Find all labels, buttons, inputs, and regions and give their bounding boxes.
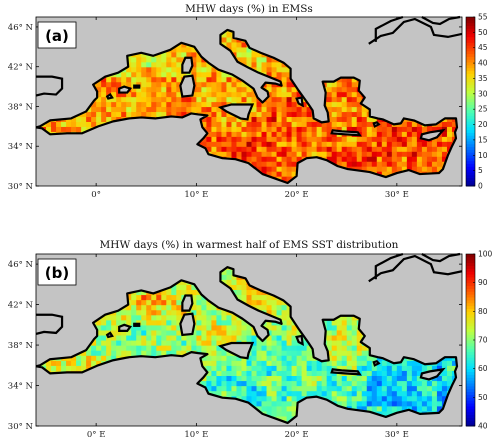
colorbar-tick-label: 50 bbox=[478, 28, 488, 37]
x-ticks-b: 0° E 10° E 20° E 30° E bbox=[87, 254, 409, 440]
x-tick-label: 30° E bbox=[385, 430, 409, 440]
coastline bbox=[36, 28, 459, 185]
colorbar-tick-label: 90 bbox=[478, 278, 488, 287]
island-coast bbox=[217, 103, 255, 121]
island-coast bbox=[179, 312, 196, 337]
y-tick-label: 34° N bbox=[8, 142, 34, 152]
y-tick-label: 46° N bbox=[8, 23, 34, 33]
island bbox=[220, 343, 253, 359]
panel-b-title: MHW days (%) in warmest half of EMS SST … bbox=[100, 239, 399, 251]
y-tick-label: 42° N bbox=[8, 301, 34, 311]
colorbar-tick-label: 100 bbox=[478, 250, 493, 259]
atlantic-coast bbox=[36, 75, 64, 97]
black-sea-coast bbox=[368, 17, 462, 45]
x-tick-label: 20° E bbox=[285, 190, 309, 200]
island-coast bbox=[330, 368, 362, 376]
panel-b-label-box bbox=[37, 258, 77, 286]
colorbar-tick-label: 15 bbox=[478, 135, 488, 144]
panel-a-title: MHW days (%) in EMSs bbox=[185, 3, 313, 15]
colorbar-tick-label: 40 bbox=[478, 59, 488, 68]
x-tick-label: 20° E bbox=[285, 430, 309, 440]
colorbar-tick-label: 0 bbox=[478, 182, 483, 191]
island-coast bbox=[372, 121, 381, 128]
colorbar-tick-label: 40 bbox=[478, 422, 488, 431]
island-coast bbox=[295, 96, 304, 108]
island-coast bbox=[105, 331, 114, 339]
colorbar-tick-label: 80 bbox=[478, 307, 488, 316]
colorbar-tick-label: 60 bbox=[478, 364, 488, 373]
island-coast bbox=[217, 341, 255, 360]
panel-b: MHW days (%) in warmest half of EMS SST … bbox=[8, 239, 493, 440]
coastline bbox=[36, 266, 459, 425]
panel-a: MHW days (%) in EMSs 0° 10° E 20° E 30° E 3… bbox=[8, 3, 488, 200]
island bbox=[420, 369, 443, 380]
black-sea-coast bbox=[421, 252, 461, 263]
y-tick-label: 30° N bbox=[8, 422, 34, 432]
panel-a-label-box bbox=[37, 21, 77, 49]
island-coast bbox=[419, 128, 446, 142]
y-tick-label: 30° N bbox=[8, 182, 34, 192]
island bbox=[220, 104, 253, 120]
y-tick-label: 34° N bbox=[8, 382, 34, 392]
island-coast bbox=[105, 93, 114, 100]
colorbar-tick-label: 5 bbox=[478, 166, 483, 175]
island-coast bbox=[118, 323, 133, 333]
island bbox=[420, 130, 443, 141]
island-coast bbox=[179, 74, 196, 98]
colorbar-tick-label: 35 bbox=[478, 74, 488, 83]
colorbar-tick-label: 50 bbox=[478, 393, 488, 402]
black-sea-coast bbox=[421, 15, 461, 26]
colorbar-b: 40 50 60 70 80 90 100 bbox=[465, 250, 493, 431]
x-tick-label: 10° E bbox=[184, 430, 208, 440]
y-tick-label: 46° N bbox=[8, 260, 34, 270]
x-ticks-a: 0° 10° E 20° E 30° E bbox=[91, 17, 409, 200]
x-tick-label: 0° E bbox=[87, 430, 106, 440]
island-coast bbox=[330, 129, 362, 137]
colorbar-frame bbox=[465, 16, 476, 187]
colorbar-tick-label: 55 bbox=[478, 13, 488, 22]
colorbar-tick-label: 30 bbox=[478, 89, 488, 98]
island bbox=[180, 75, 195, 97]
x-tick-label: 30° E bbox=[385, 190, 409, 200]
island-coast bbox=[181, 56, 194, 74]
colorbar-tick-label: 25 bbox=[478, 105, 488, 114]
colorbar-tick-label: 70 bbox=[478, 336, 488, 345]
panel-a-label: (a) bbox=[45, 27, 69, 45]
island-coast bbox=[419, 367, 446, 381]
island-coast bbox=[372, 359, 381, 367]
colorbar-tick-label: 20 bbox=[478, 120, 488, 129]
island-coast bbox=[295, 334, 304, 346]
island-coast bbox=[181, 294, 194, 312]
y-tick-label: 42° N bbox=[8, 63, 34, 73]
island-coast bbox=[133, 322, 141, 327]
panel-b-label: (b) bbox=[45, 264, 69, 282]
coastline-b bbox=[36, 252, 462, 425]
island-coast bbox=[133, 84, 141, 89]
island bbox=[180, 313, 195, 335]
black-sea-coast bbox=[368, 254, 462, 283]
x-tick-label: 10° E bbox=[184, 190, 208, 200]
colorbar-tick-label: 45 bbox=[478, 43, 488, 52]
y-tick-label: 38° N bbox=[8, 102, 34, 112]
island-coast bbox=[118, 85, 133, 94]
y-tick-label: 38° N bbox=[8, 341, 34, 351]
colorbar-a: 0 5 10 15 20 25 30 35 40 45 50 55 bbox=[465, 13, 488, 191]
y-ticks-a: 30° N 34° N 38° N 42° N 46° N bbox=[8, 23, 462, 192]
x-tick-label: 0° bbox=[91, 190, 101, 200]
atlantic-coast bbox=[36, 313, 64, 336]
y-ticks-b: 30° N 34° N 38° N 42° N 46° N bbox=[8, 260, 462, 432]
colorbar-tick-label: 10 bbox=[478, 151, 488, 160]
